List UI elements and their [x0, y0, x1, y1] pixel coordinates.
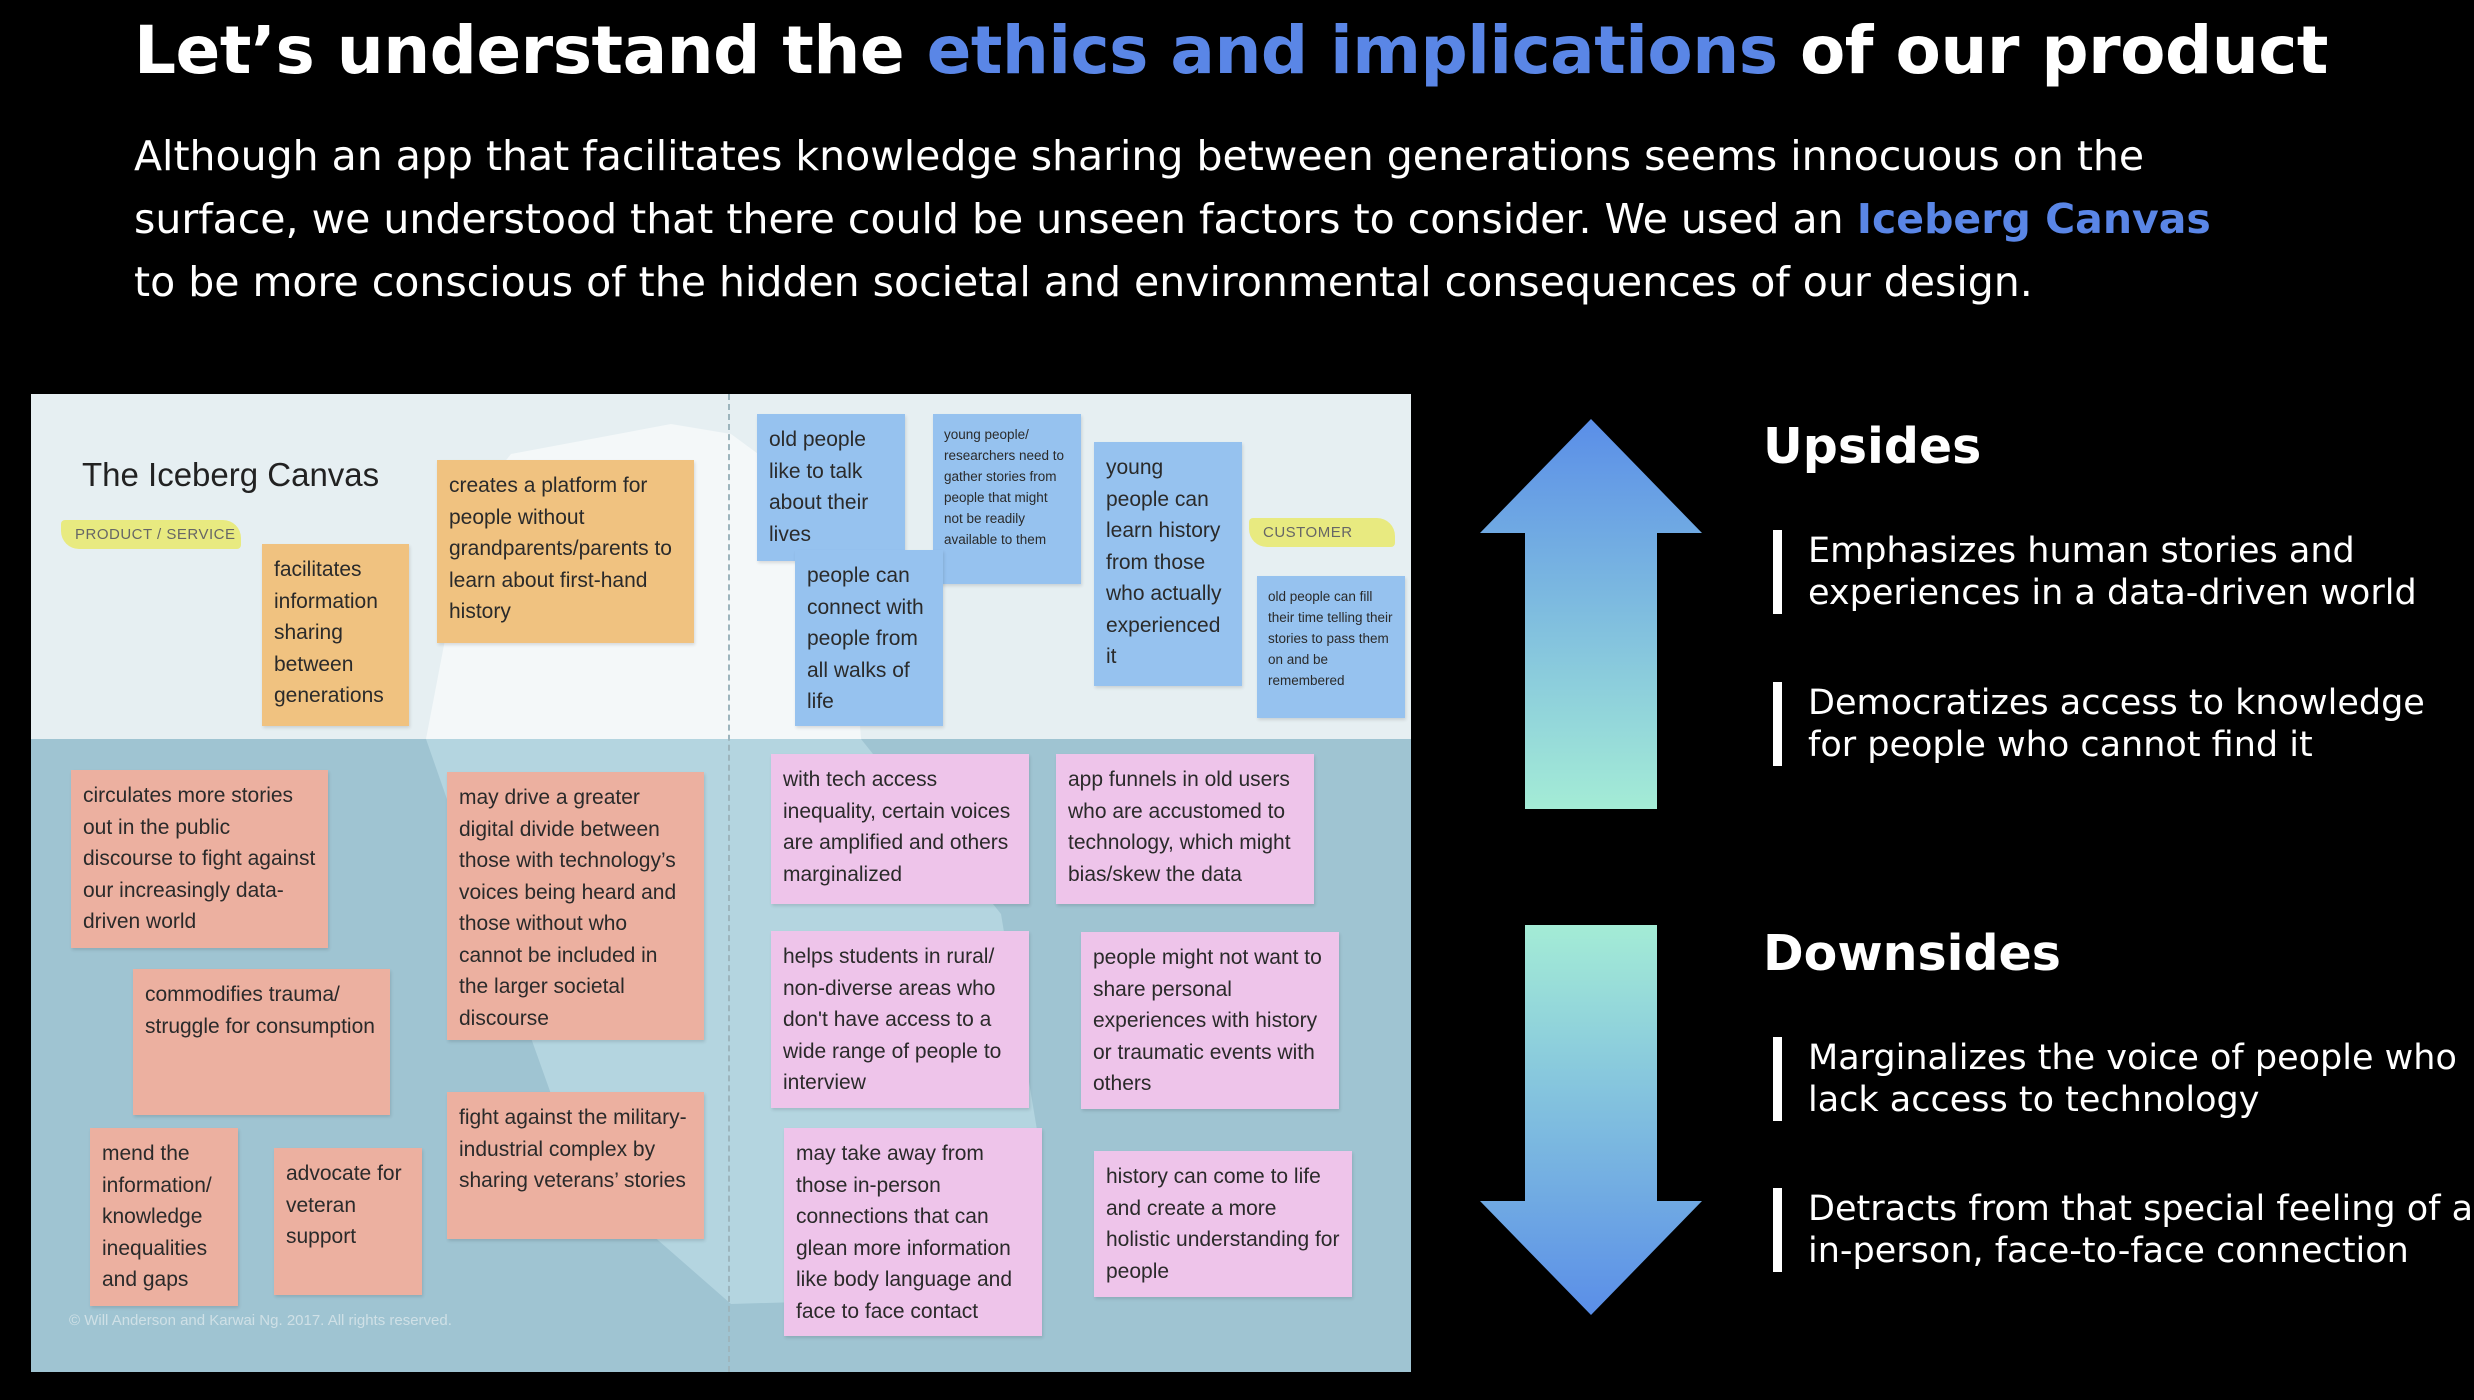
iceberg-canvas-highlight: Iceberg Canvas	[1856, 195, 2211, 243]
product-service-tag: PRODUCT / SERVICE	[61, 520, 241, 549]
upside-point: Emphasizes human stories and experiences…	[1773, 530, 2453, 614]
upside-point-line: Emphasizes human stories and	[1808, 531, 2355, 571]
sticky-note: mend the information/ knowledge inequali…	[90, 1128, 238, 1306]
upsides-heading: Upsides	[1763, 418, 1982, 475]
downsides-heading: Downsides	[1763, 925, 2061, 982]
title-suffix: of our product	[1777, 12, 2328, 89]
sticky-note: with tech access inequality, certain voi…	[771, 754, 1029, 904]
iceberg-canvas: The Iceberg Canvas PRODUCT / SERVICE CUS…	[31, 394, 1411, 1372]
downside-point: Marginalizes the voice of people who lac…	[1773, 1037, 2457, 1121]
sticky-note: advocate for veteran support	[274, 1148, 422, 1295]
upside-point-line: Democratizes access to knowledge	[1808, 683, 2425, 723]
sticky-note: circulates more stories out in the publi…	[71, 770, 328, 948]
customer-tag: CUSTOMER	[1249, 518, 1395, 547]
sticky-note: people might not want to share personal …	[1081, 932, 1339, 1109]
sticky-note: may take away from those in-person conne…	[784, 1128, 1042, 1336]
downside-point-line: Detracts from that special feeling of an	[1808, 1189, 2474, 1229]
sticky-note: young people can learn history from thos…	[1094, 442, 1242, 686]
intro-line-3: to be more conscious of the hidden socie…	[134, 258, 2033, 306]
arrow-up-icon	[1480, 419, 1702, 809]
canvas-title: The Iceberg Canvas	[82, 456, 380, 493]
sticky-note: old people can fill their time telling t…	[1257, 576, 1405, 718]
canvas-divider	[728, 394, 730, 1372]
sticky-note: app funnels in old users who are accusto…	[1056, 754, 1314, 904]
downside-point-line: in-person, face-to-face connection	[1808, 1231, 2409, 1271]
intro-line-2: surface, we understood that there could …	[134, 188, 2384, 251]
intro-line-2-text: surface, we understood that there could …	[134, 195, 1857, 243]
title-accent: ethics and implications	[926, 12, 1778, 89]
upside-point-line: for people who cannot find it	[1808, 725, 2313, 765]
sticky-note: facilitates information sharing between …	[262, 544, 409, 726]
upside-point: Democratizes access to knowledge for peo…	[1773, 682, 2453, 766]
downside-point-line: Marginalizes the voice of people who	[1808, 1038, 2457, 1078]
intro-paragraph: Although an app that facilitates knowled…	[134, 125, 2384, 314]
page-title: Let’s understand the ethics and implicat…	[134, 10, 2434, 92]
sticky-note: history can come to life and create a mo…	[1094, 1151, 1352, 1297]
sticky-note: young people/ researchers need to gather…	[933, 414, 1081, 584]
intro-line-1: Although an app that facilitates knowled…	[134, 132, 2145, 180]
sticky-note: commodifies trauma/ struggle for consump…	[133, 969, 390, 1115]
sticky-note: helps students in rural/ non-diverse are…	[771, 931, 1029, 1108]
canvas-copyright: © Will Anderson and Karwai Ng. 2017. All…	[69, 1312, 452, 1329]
upside-point-line: experiences in a data-driven world	[1808, 573, 2417, 613]
sticky-note: creates a platform for people without gr…	[437, 460, 694, 643]
downside-point: Detracts from that special feeling of an…	[1773, 1188, 2474, 1272]
arrow-down-icon	[1480, 925, 1702, 1315]
downside-point-line: lack access to technology	[1808, 1080, 2260, 1120]
sticky-note: may drive a greater digital divide betwe…	[447, 772, 704, 1040]
title-prefix: Let’s understand the	[134, 12, 927, 89]
sticky-note: people can connect with people from all …	[795, 550, 943, 726]
sticky-note: old people like to talk about their live…	[757, 414, 905, 561]
sticky-note: fight against the military-industrial co…	[447, 1092, 704, 1239]
